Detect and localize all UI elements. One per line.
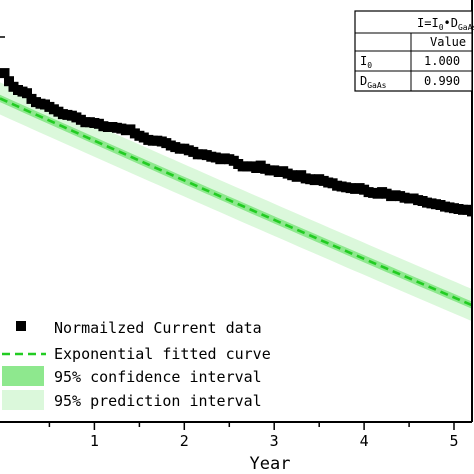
results-table-equation: I=I0•DGaAs	[417, 16, 474, 32]
x-tick-label: 1	[90, 432, 99, 450]
plot-area	[0, 68, 472, 322]
x-tick-label: 4	[360, 432, 369, 450]
legend-confidence-label: 95% confidence interval	[54, 368, 262, 386]
results-table-value: 1.000	[424, 54, 460, 68]
results-table: I=I0•DGaAs Value I0 1.000 DGaAs 0.990	[354, 10, 474, 92]
x-ticks: 1 2 3 4 5	[48, 422, 459, 450]
data-point	[0, 68, 10, 79]
legend-data-label: Normailzed Current data	[54, 319, 262, 337]
fitted-curve	[0, 97, 472, 307]
data-points	[0, 68, 472, 217]
x-tick-label: 3	[270, 432, 279, 450]
legend-data-marker	[16, 321, 26, 331]
x-axis-label: Year	[250, 454, 291, 474]
results-table-param: I0	[360, 54, 372, 70]
confidence-band	[0, 94, 472, 309]
x-tick-label: 5	[449, 432, 458, 450]
legend: Normailzed Current data Exponential fitt…	[2, 319, 271, 410]
legend-prediction-label: 95% prediction interval	[54, 392, 262, 410]
legend-prediction-marker	[2, 390, 44, 410]
results-table-param: DGaAs	[360, 74, 387, 90]
legend-fit-label: Exponential fitted curve	[54, 345, 271, 363]
data-point	[467, 206, 472, 217]
legend-confidence-marker	[2, 366, 44, 386]
data-point	[22, 88, 32, 99]
results-table-value: 0.990	[424, 74, 460, 88]
x-tick-label: 2	[180, 432, 189, 450]
results-table-value-header: Value	[430, 35, 466, 49]
data-point	[4, 76, 14, 87]
